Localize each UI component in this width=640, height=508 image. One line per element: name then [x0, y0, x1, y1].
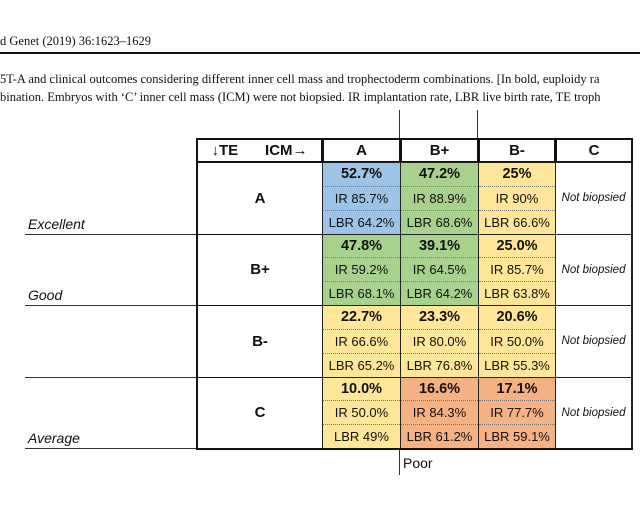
- live-birth-rate: LBR 49%: [323, 424, 400, 448]
- row-underline: [25, 448, 196, 449]
- euploidy-rate: 52.7%: [340, 166, 383, 183]
- divider: [477, 110, 478, 138]
- live-birth-rate: LBR 64.2%: [401, 281, 478, 305]
- live-birth-rate: LBR 68.6%: [401, 209, 478, 234]
- euploidy-rate: 47.8%: [340, 237, 383, 254]
- euploidy-rate: 20.6%: [496, 309, 538, 326]
- euploidy-rate: 16.6%: [418, 380, 461, 397]
- implantation-rate: IR 66.6%: [323, 328, 400, 353]
- table-cell: Not biopsied: [555, 305, 633, 378]
- euploidy-rate: 47.2%: [418, 166, 461, 183]
- table-cell: 17.1% IR 77.7% LBR 59.1%: [478, 376, 556, 449]
- table-cell: Not biopsied: [555, 233, 633, 306]
- corner-header: ↓TE ICM→: [196, 138, 323, 163]
- table-cell: 47.8% IR 59.2% LBR 68.1%: [322, 233, 401, 306]
- euploidy-rate: 10.0%: [340, 380, 383, 397]
- live-birth-rate: LBR 63.8%: [479, 281, 555, 305]
- live-birth-rate: LBR 65.2%: [323, 352, 400, 377]
- table-cell: 47.2% IR 88.9% LBR 68.6%: [400, 162, 479, 235]
- row-header: B-: [196, 305, 323, 378]
- column-header: B+: [400, 138, 479, 163]
- caption-line: bination. Embryos with ‘C’ inner cell ma…: [0, 90, 601, 104]
- row-header: B+: [196, 233, 323, 306]
- column-header: A: [322, 138, 401, 163]
- table-cell: 23.3% IR 80.0% LBR 76.8%: [400, 305, 479, 378]
- live-birth-rate: LBR 59.1%: [479, 424, 555, 448]
- live-birth-rate: LBR 76.8%: [401, 352, 478, 377]
- rule: [0, 52, 640, 54]
- live-birth-rate: LBR 55.3%: [479, 352, 555, 377]
- table-cell: Not biopsied: [555, 376, 633, 449]
- table-cell: 22.7% IR 66.6% LBR 65.2%: [322, 305, 401, 378]
- row-underline: [25, 233, 196, 235]
- not-biopsied: Not biopsied: [561, 335, 626, 348]
- implantation-rate: IR 85.7%: [479, 257, 555, 281]
- euploidy-rate: 39.1%: [418, 237, 461, 254]
- caption-line: 5T-A and clinical outcomes considering d…: [0, 72, 600, 86]
- table-cell: 25% IR 90% LBR 66.6%: [478, 162, 556, 235]
- not-biopsied: Not biopsied: [561, 263, 626, 276]
- euploidy-rate: 22.7%: [340, 309, 383, 326]
- row-underline: [25, 305, 196, 306]
- corner-label: ICM→: [265, 142, 308, 159]
- divider: [399, 447, 400, 475]
- table-cell: 16.6% IR 84.3% LBR 61.2%: [400, 376, 479, 449]
- table-bottom: [196, 448, 633, 450]
- row-underline: [25, 376, 196, 378]
- table-cell: 20.6% IR 50.0% LBR 55.3%: [478, 305, 556, 378]
- table-cell: 39.1% IR 64.5% LBR 64.2%: [400, 233, 479, 306]
- rating-label: Excellent: [28, 215, 85, 232]
- not-biopsied: Not biopsied: [561, 406, 626, 419]
- table-cell: 25.0% IR 85.7% LBR 63.8%: [478, 233, 556, 306]
- implantation-rate: IR 84.3%: [401, 400, 478, 424]
- corner-label: ↓TE: [211, 142, 239, 159]
- euploidy-rate: 25.0%: [496, 237, 538, 254]
- implantation-rate: IR 88.9%: [401, 185, 478, 210]
- row-header: C: [196, 376, 323, 449]
- bottom-label: Poor: [403, 455, 433, 471]
- implantation-rate: IR 90%: [479, 185, 555, 210]
- rating-label: Average: [28, 430, 80, 446]
- row-header: A: [196, 162, 323, 235]
- column-header: C: [555, 138, 633, 163]
- implantation-rate: IR 50.0%: [323, 400, 400, 424]
- not-biopsied: Not biopsied: [561, 192, 626, 205]
- column-header: B-: [478, 138, 556, 163]
- implantation-rate: IR 85.7%: [323, 185, 400, 210]
- implantation-rate: IR 59.2%: [323, 257, 400, 281]
- euploidy-rate: 25%: [502, 166, 532, 183]
- live-birth-rate: LBR 61.2%: [401, 424, 478, 448]
- journal-header: d Genet (2019) 36:1623–1629: [0, 34, 152, 48]
- euploidy-rate: 23.3%: [418, 309, 461, 326]
- divider: [399, 110, 400, 138]
- table-cell: 10.0% IR 50.0% LBR 49%: [322, 376, 401, 449]
- live-birth-rate: LBR 66.6%: [479, 209, 555, 234]
- table-cell: Not biopsied: [555, 162, 633, 235]
- rating-label: Good: [28, 287, 63, 303]
- implantation-rate: IR 50.0%: [479, 328, 555, 353]
- implantation-rate: IR 77.7%: [479, 400, 555, 424]
- live-birth-rate: LBR 68.1%: [323, 281, 400, 305]
- euploidy-rate: 17.1%: [496, 380, 538, 397]
- implantation-rate: IR 64.5%: [401, 257, 478, 281]
- implantation-rate: IR 80.0%: [401, 328, 478, 353]
- live-birth-rate: LBR 64.2%: [323, 209, 400, 234]
- table-cell: 52.7% IR 85.7% LBR 64.2%: [322, 162, 401, 235]
